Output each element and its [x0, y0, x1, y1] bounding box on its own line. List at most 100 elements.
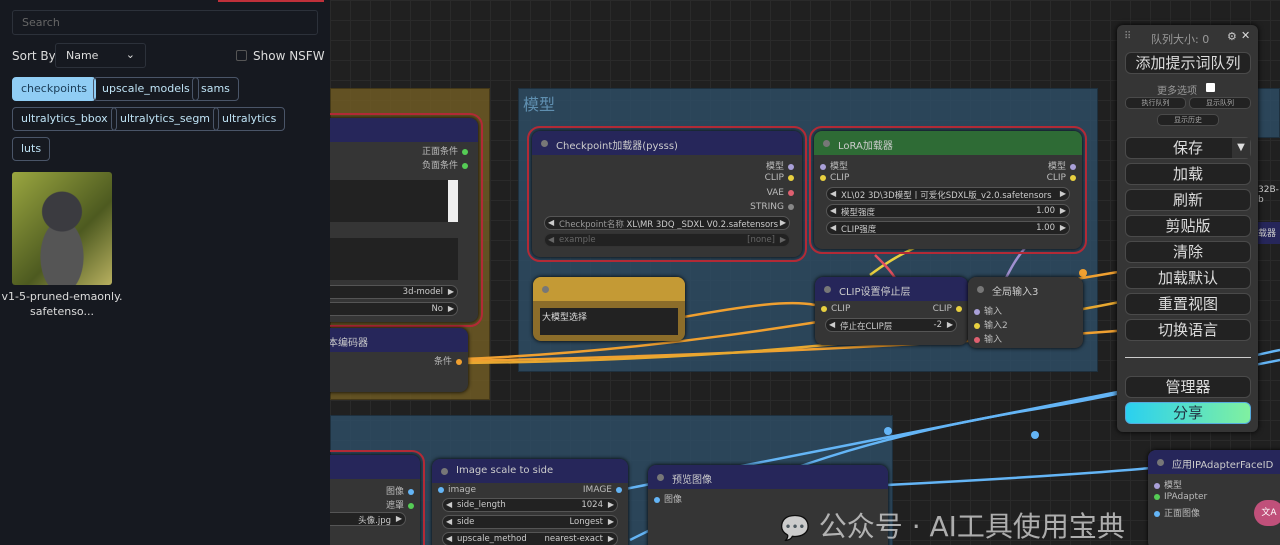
slot-dot[interactable] [456, 358, 462, 365]
slot-dot[interactable] [1070, 163, 1076, 170]
global-input-node[interactable]: 全局输入3 输入 输入2 输入 [968, 277, 1083, 348]
prompt-textarea[interactable] [330, 180, 448, 222]
output-clip[interactable]: CLIP [765, 173, 798, 183]
node-title[interactable]: Checkpoint加载器(pysss) [532, 131, 802, 155]
output-clip[interactable]: CLIP [1047, 173, 1080, 183]
side-length-widget[interactable]: side_length 1024 [442, 498, 618, 512]
slot-dot[interactable] [788, 163, 794, 170]
output-model[interactable]: 模型 [1048, 159, 1080, 172]
show-queue-button[interactable]: 显示队列 [1189, 97, 1251, 109]
input-image[interactable]: 正面图像 [1150, 506, 1200, 519]
note-text[interactable]: 大模型选择 [540, 308, 678, 335]
load-image-node[interactable]: 图像 遮罩 头像.jpg [330, 450, 425, 545]
upscale-method-widget[interactable]: upscale_method nearest-exact [442, 532, 618, 545]
slot-dot[interactable] [462, 162, 468, 169]
slot-dot[interactable] [820, 163, 826, 170]
example-widget[interactable]: example [none] [544, 233, 790, 247]
slot-dot[interactable] [956, 305, 962, 312]
output-mask[interactable]: 遮罩 [386, 498, 418, 511]
slot-dot[interactable] [820, 174, 826, 181]
strength-model-widget[interactable]: 模型强度 1.00 [826, 204, 1070, 218]
load-default-button[interactable]: 加载默认 [1125, 267, 1251, 289]
chip-sams[interactable]: sams [192, 77, 239, 101]
ipadapter-faceid-node[interactable]: 应用IPAdapterFaceID 模型 IPAdapter 正面图像 [1148, 450, 1280, 545]
show-nsfw-checkbox[interactable] [236, 50, 247, 61]
output-conditioning[interactable]: 条件 [434, 354, 466, 367]
textarea-scrollbar[interactable] [448, 180, 458, 222]
node-header[interactable] [330, 118, 478, 142]
node-header[interactable] [533, 277, 685, 301]
checkpoint-loader-node[interactable]: Checkpoint加载器(pysss) 模型 CLIP VAE STRING … [527, 126, 807, 262]
clear-button[interactable]: 清除 [1125, 241, 1251, 263]
image-scale-node[interactable]: Image scale to side image IMAGE side_len… [432, 459, 628, 545]
reset-view-button[interactable]: 重置视图 [1125, 293, 1251, 315]
node-title[interactable]: CLIP设置停止层 [815, 277, 968, 301]
drag-handle-icon[interactable]: ⠿ [1124, 31, 1132, 42]
input-ipadapter[interactable]: IPAdapter [1150, 492, 1207, 502]
output-clip[interactable]: CLIP [933, 304, 966, 314]
slot-dot[interactable] [974, 322, 980, 329]
node-title[interactable]: 应用IPAdapterFaceID [1148, 450, 1280, 474]
slot-dot[interactable] [1154, 482, 1160, 489]
output-image[interactable]: 图像 [386, 484, 418, 497]
slot-dot[interactable] [974, 336, 980, 343]
strength-clip-widget[interactable]: CLIP强度 1.00 [826, 221, 1070, 235]
slot-dot[interactable] [788, 203, 794, 210]
input-image[interactable]: 图像 [650, 492, 682, 505]
clip-set-last-layer-node[interactable]: CLIP设置停止层 CLIP CLIP 停止在CLIP层 -2 [815, 277, 968, 345]
clipspace-button[interactable]: 剪贴版 [1125, 215, 1251, 237]
output-model[interactable]: 模型 [766, 159, 798, 172]
slot-dot[interactable] [1154, 493, 1160, 500]
close-icon[interactable]: ✕ [1241, 29, 1251, 42]
node-title[interactable]: 全局输入3 [968, 277, 1083, 301]
node-title[interactable]: LoRA加载器 [814, 131, 1082, 155]
input-3[interactable]: 输入 [970, 332, 1002, 345]
slot-dot[interactable] [974, 308, 980, 315]
chip-ultralytics[interactable]: ultralytics [213, 107, 286, 131]
chip-checkpoints[interactable]: checkpoints [12, 77, 96, 101]
slot-dot[interactable] [821, 305, 827, 312]
output-image[interactable]: IMAGE [583, 485, 626, 495]
run-queue-button[interactable]: 执行队列 [1125, 97, 1186, 109]
switch-language-button[interactable]: 切换语言 [1125, 319, 1251, 341]
share-button[interactable]: 分享 [1125, 402, 1251, 424]
slot-dot[interactable] [408, 502, 414, 509]
model-thumbnail-cat[interactable] [12, 172, 112, 285]
node-title[interactable]: 预览图像 [648, 465, 888, 489]
slot-dot[interactable] [1070, 174, 1076, 181]
queue-prompt-button[interactable]: 添加提示词队列 [1125, 52, 1251, 74]
lora-loader-node[interactable]: LoRA加载器 模型 CLIP 模型 CLIP XL\02 3D\3D模型丨可爱… [809, 126, 1087, 254]
ckpt-name-widget[interactable]: Checkpoint名称 XL\MR 3DQ _SDXL V0.2.safete… [544, 216, 790, 230]
stop-at-layer-widget[interactable]: 停止在CLIP层 -2 [825, 318, 957, 332]
output-vae[interactable]: VAE [767, 188, 798, 198]
image-file-widget[interactable]: 头像.jpg [330, 512, 406, 526]
slot-dot[interactable] [788, 189, 794, 196]
node-title[interactable]: 文本编码器 [330, 328, 468, 352]
caret-down-icon[interactable]: ▼ [1232, 138, 1250, 158]
lora-name-widget[interactable]: XL\02 3D\3D模型丨可爱化SDXL版_v2.0.safetensors [826, 187, 1070, 201]
slot-dot[interactable] [616, 486, 622, 493]
side-widget[interactable]: side Longest [442, 515, 618, 529]
output-string[interactable]: STRING [750, 202, 798, 212]
load-button[interactable]: 加载 [1125, 163, 1251, 185]
input-model[interactable]: 模型 [1150, 478, 1182, 491]
node-title[interactable]: Image scale to side [432, 459, 628, 483]
input-model[interactable]: 模型 [816, 159, 848, 172]
style-widget[interactable]: 3d-model [330, 285, 458, 299]
chip-ultralytics-bbox[interactable]: ultralytics_bbox [12, 107, 117, 131]
manager-button[interactable]: 管理器 [1125, 376, 1251, 398]
output-positive[interactable]: 正面条件 [422, 144, 472, 157]
slot-dot[interactable] [408, 488, 414, 495]
toggle-widget[interactable]: No [330, 302, 458, 316]
translate-icon[interactable]: 文A [1254, 500, 1280, 526]
save-button[interactable]: 保存 ▼ [1125, 137, 1251, 159]
refresh-button[interactable]: 刷新 [1125, 189, 1251, 211]
input-2[interactable]: 输入2 [970, 318, 1008, 331]
chip-ultralytics-segm[interactable]: ultralytics_segm [111, 107, 220, 131]
text-encoder-node[interactable]: 文本编码器 条件 [330, 328, 468, 392]
chip-upscale-models[interactable]: upscale_models [93, 77, 199, 101]
prompt-textarea-2[interactable] [330, 238, 458, 280]
input-clip[interactable]: CLIP [816, 173, 849, 183]
prompt-node[interactable]: 正面条件 负面条件 3d-model No [330, 113, 483, 327]
output-negative[interactable]: 负面条件 [422, 158, 472, 171]
